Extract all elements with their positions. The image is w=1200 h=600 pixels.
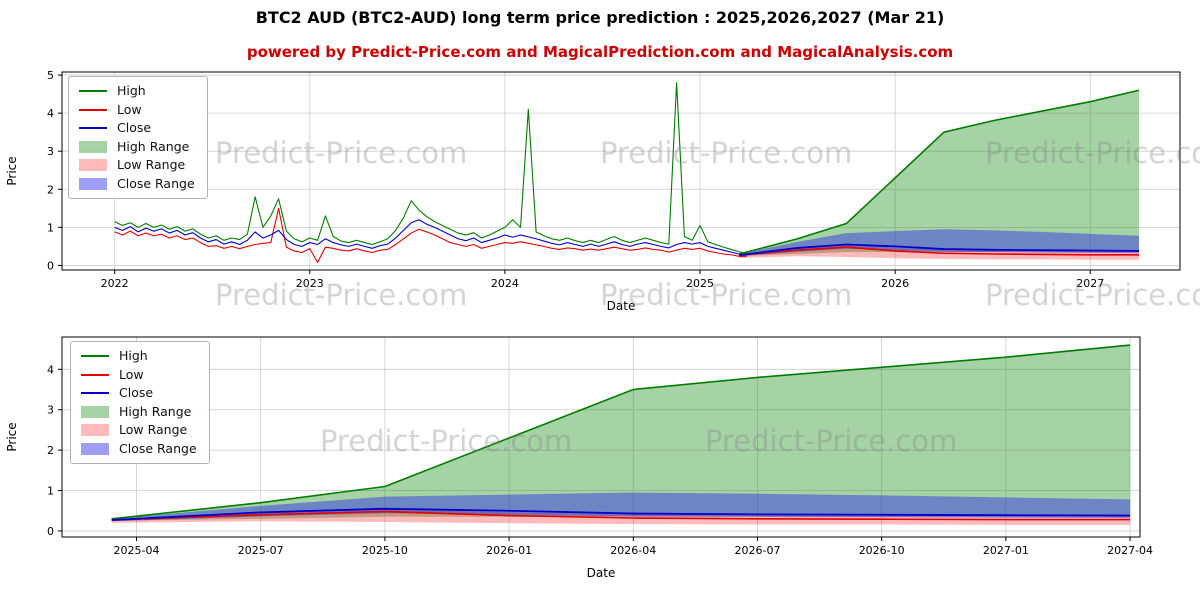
- svg-text:5: 5: [47, 69, 54, 82]
- svg-text:4: 4: [47, 363, 54, 376]
- legend-patch-sample: [81, 442, 109, 455]
- legend-item-close-range: Close Range: [81, 440, 197, 456]
- svg-text:4: 4: [47, 107, 54, 120]
- svg-text:1: 1: [47, 485, 54, 498]
- legend-item-high: High: [79, 83, 195, 98]
- top-chart-legend: High Low Close High Range Low Range Close Ran…: [68, 76, 208, 199]
- svg-text:0: 0: [47, 525, 54, 538]
- svg-text:2027-01: 2027-01: [983, 544, 1029, 557]
- legend-item-low-range: Low Range: [79, 157, 195, 172]
- figure-title: BTC2 AUD (BTC2-AUD) long term price pred…: [255, 8, 945, 27]
- bottom-chart: 2025-04 2025-07 2025-10 2026-01 2026-04 2026-…: [5, 336, 1153, 580]
- legend-line-sample: [81, 392, 109, 395]
- legend-item-close: Close: [81, 385, 197, 400]
- legend-patch-sample: [79, 159, 107, 172]
- legend-line-sample: [79, 108, 107, 111]
- figure-subtitle: powered by Predict-Price.com and Magical…: [246, 43, 954, 61]
- svg-text:3: 3: [47, 145, 54, 158]
- legend-label: High: [119, 348, 148, 363]
- svg-text:Price: Price: [5, 422, 19, 451]
- svg-text:2026-01: 2026-01: [486, 544, 532, 557]
- top-chart: 2022 2023 2024 2025 2026 2027 0 1 2 3 4 5 Date Price: [5, 69, 1181, 313]
- legend-patch-sample: [79, 177, 107, 190]
- legend-line-sample: [81, 355, 109, 358]
- legend-label: Close: [119, 385, 154, 400]
- series-lines: [114, 82, 1140, 263]
- svg-text:0: 0: [47, 259, 54, 272]
- legend-label: High: [117, 83, 146, 98]
- legend-item-high-range: High Range: [81, 403, 197, 419]
- legend-item-low: Low: [79, 101, 195, 117]
- legend-patch-sample: [79, 140, 107, 153]
- legend-patch-sample: [81, 424, 109, 437]
- svg-text:2022: 2022: [101, 277, 129, 290]
- svg-text:3: 3: [47, 404, 54, 417]
- svg-text:1: 1: [47, 221, 54, 234]
- legend-line-sample: [79, 127, 107, 130]
- legend-item-close-range: Close Range: [79, 175, 195, 191]
- svg-text:2024: 2024: [491, 277, 519, 290]
- svg-text:2027: 2027: [1076, 277, 1104, 290]
- svg-text:Date: Date: [587, 566, 616, 580]
- legend-label: Close Range: [119, 440, 197, 456]
- forecast-range-fills: [739, 90, 1140, 260]
- legend-label: High Range: [117, 138, 190, 154]
- svg-text:2025-04: 2025-04: [114, 544, 160, 557]
- forecast-range-fills: [111, 345, 1131, 525]
- svg-text:2027-04: 2027-04: [1107, 544, 1153, 557]
- svg-text:2026: 2026: [881, 277, 909, 290]
- svg-text:Price: Price: [5, 156, 19, 185]
- legend-label: Close: [117, 120, 152, 135]
- legend-line-sample: [81, 373, 109, 376]
- legend-line-sample: [79, 90, 107, 93]
- bottom-chart-legend: High Low Close High Range Low Range Close Ran…: [70, 341, 210, 464]
- svg-text:2023: 2023: [296, 277, 324, 290]
- svg-text:2: 2: [47, 444, 54, 457]
- svg-text:2: 2: [47, 183, 54, 196]
- svg-text:2025-07: 2025-07: [238, 544, 284, 557]
- legend-label: Low: [119, 366, 144, 382]
- legend-label: Low: [117, 101, 142, 117]
- svg-text:2026-10: 2026-10: [859, 544, 905, 557]
- svg-text:2025: 2025: [686, 277, 714, 290]
- legend-label: Low Range: [117, 157, 186, 172]
- legend-label: Low Range: [119, 422, 188, 437]
- svg-text:2025-10: 2025-10: [362, 544, 408, 557]
- legend-item-high-range: High Range: [79, 138, 195, 154]
- svg-text:2026-07: 2026-07: [734, 544, 780, 557]
- series-lines: [111, 344, 1131, 521]
- axes: 2022 2023 2024 2025 2026 2027 0 1 2 3 4 5 Date Price: [5, 69, 1181, 313]
- legend-patch-sample: [81, 405, 109, 418]
- legend-label: Close Range: [117, 175, 195, 191]
- svg-text:Date: Date: [607, 299, 636, 313]
- svg-text:2026-04: 2026-04: [610, 544, 656, 557]
- legend-item-close: Close: [79, 120, 195, 135]
- legend-item-high: High: [81, 348, 197, 363]
- legend-item-low-range: Low Range: [81, 422, 197, 437]
- legend-label: High Range: [119, 403, 192, 419]
- axes: 2025-04 2025-07 2025-10 2026-01 2026-04 2026-…: [5, 336, 1153, 580]
- legend-item-low: Low: [81, 366, 197, 382]
